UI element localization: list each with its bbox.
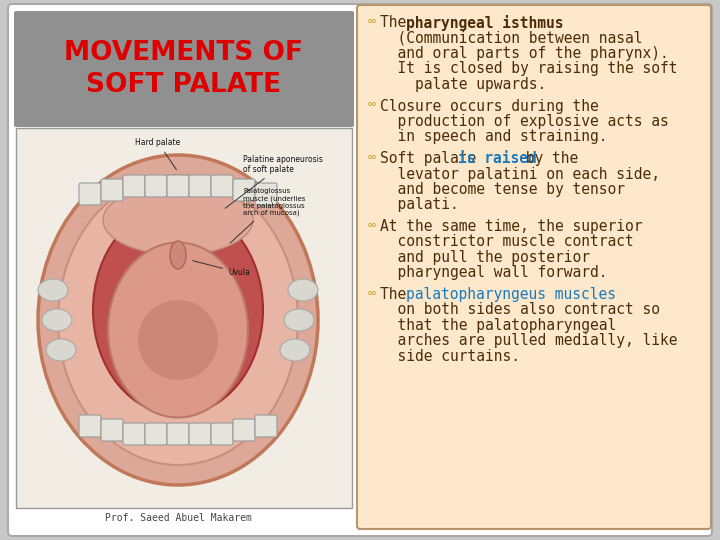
FancyBboxPatch shape (211, 423, 233, 445)
Ellipse shape (138, 300, 218, 380)
Text: ∞: ∞ (368, 98, 376, 111)
Ellipse shape (38, 279, 68, 301)
Text: palati.: palati. (380, 198, 459, 213)
Text: SOFT PALATE: SOFT PALATE (86, 72, 282, 98)
Text: on both sides also contract so: on both sides also contract so (380, 302, 660, 318)
Text: It is closed by raising the soft: It is closed by raising the soft (380, 62, 678, 77)
Text: Closure occurs during the: Closure occurs during the (380, 98, 599, 113)
FancyBboxPatch shape (101, 179, 123, 201)
Ellipse shape (280, 339, 310, 361)
Text: constrictor muscle contract: constrictor muscle contract (380, 234, 634, 249)
Text: The: The (380, 15, 415, 30)
Text: side curtains.: side curtains. (380, 349, 520, 364)
Text: by the: by the (517, 151, 578, 166)
FancyBboxPatch shape (14, 11, 354, 127)
FancyBboxPatch shape (233, 419, 255, 441)
Ellipse shape (288, 279, 318, 301)
FancyBboxPatch shape (123, 423, 145, 445)
Ellipse shape (46, 339, 76, 361)
FancyBboxPatch shape (101, 419, 123, 441)
FancyBboxPatch shape (167, 175, 189, 197)
FancyBboxPatch shape (255, 183, 277, 205)
Text: levator palatini on each side,: levator palatini on each side, (380, 166, 660, 181)
Text: Prof. Saeed Abuel Makarem: Prof. Saeed Abuel Makarem (104, 513, 251, 523)
FancyBboxPatch shape (357, 5, 711, 529)
Ellipse shape (58, 175, 298, 465)
FancyBboxPatch shape (145, 175, 167, 197)
Text: ∞: ∞ (368, 151, 376, 164)
Ellipse shape (93, 205, 263, 415)
Text: palatopharyngeus muscles: palatopharyngeus muscles (406, 287, 616, 302)
FancyBboxPatch shape (79, 415, 101, 437)
FancyBboxPatch shape (255, 415, 277, 437)
Text: The: The (380, 287, 415, 302)
Text: and become tense by tensor: and become tense by tensor (380, 182, 625, 197)
FancyBboxPatch shape (79, 183, 101, 205)
Ellipse shape (42, 309, 72, 331)
Text: Soft palate: Soft palate (380, 151, 485, 166)
FancyBboxPatch shape (8, 4, 712, 536)
Text: ∞: ∞ (368, 287, 376, 300)
Text: pharyngeal isthmus: pharyngeal isthmus (406, 15, 564, 31)
Text: Palatine aponeurosis
of soft palate: Palatine aponeurosis of soft palate (225, 154, 323, 208)
Text: ∞: ∞ (368, 219, 376, 232)
Text: arches are pulled medially, like: arches are pulled medially, like (380, 334, 678, 348)
Text: ∞: ∞ (368, 15, 376, 28)
FancyBboxPatch shape (233, 179, 255, 201)
FancyBboxPatch shape (167, 423, 189, 445)
Text: palate upwards.: palate upwards. (380, 77, 546, 92)
FancyBboxPatch shape (16, 128, 352, 508)
Text: (Communication between nasal: (Communication between nasal (380, 30, 642, 45)
Text: MOVEMENTS OF: MOVEMENTS OF (65, 40, 304, 66)
FancyBboxPatch shape (211, 175, 233, 197)
Text: Uvula: Uvula (193, 261, 250, 277)
Text: and oral parts of the pharynx).: and oral parts of the pharynx). (380, 46, 669, 61)
Text: is raised: is raised (458, 151, 537, 166)
Text: that the palatopharyngeal: that the palatopharyngeal (380, 318, 616, 333)
FancyBboxPatch shape (189, 423, 211, 445)
FancyBboxPatch shape (189, 175, 211, 197)
Ellipse shape (170, 241, 186, 269)
Text: At the same time, the superior: At the same time, the superior (380, 219, 642, 234)
Text: Palatoglossus
muscle (underlies
the palatoglossus
arch of mucosa): Palatoglossus muscle (underlies the pala… (230, 188, 305, 243)
Text: and pull the posterior: and pull the posterior (380, 250, 590, 265)
Text: pharyngeal wall forward.: pharyngeal wall forward. (380, 266, 608, 280)
Text: production of explosive acts as: production of explosive acts as (380, 114, 669, 129)
FancyBboxPatch shape (123, 175, 145, 197)
FancyBboxPatch shape (145, 423, 167, 445)
Ellipse shape (284, 309, 314, 331)
Text: Hard palate: Hard palate (135, 138, 181, 170)
Ellipse shape (103, 185, 253, 255)
Ellipse shape (108, 242, 248, 417)
Text: in speech and straining.: in speech and straining. (380, 130, 608, 145)
Ellipse shape (38, 155, 318, 485)
